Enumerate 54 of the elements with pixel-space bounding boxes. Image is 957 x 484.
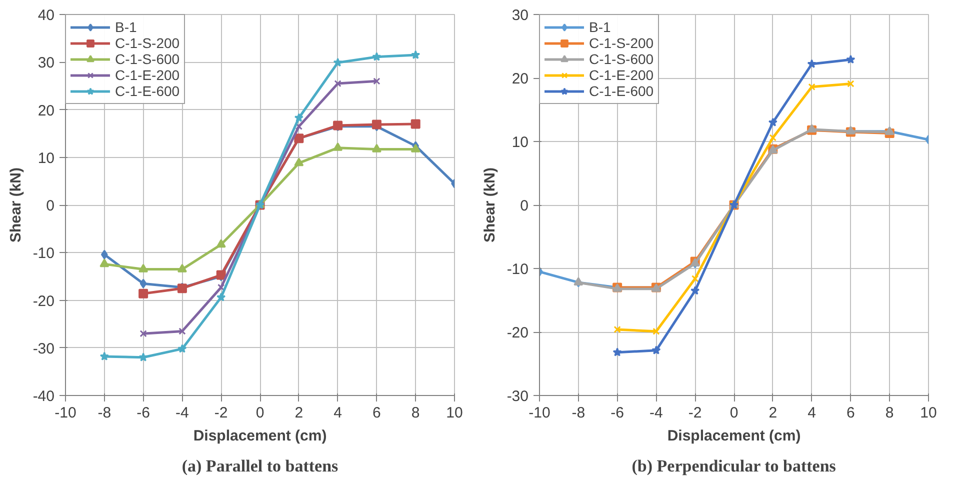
x-tick-label: 4 [334, 404, 342, 422]
legend-label: C-1-S-600 [115, 51, 180, 67]
y-tick-label: 20 [38, 102, 55, 120]
legend-label: C-1-E-600 [115, 83, 180, 99]
x-tick-label: 2 [768, 404, 778, 422]
y-tick-label: -10 [32, 245, 55, 262]
x-tick-label: 0 [730, 404, 738, 422]
y-tick-label: 20 [512, 70, 529, 88]
y-tick-label: 30 [512, 7, 529, 24]
x-tick-label: 6 [846, 404, 855, 422]
x-tick-label: 10 [446, 404, 463, 422]
y-tick-label: 30 [38, 54, 55, 72]
x-axis-title: Displacement (cm) [667, 428, 801, 444]
x-tick-label: -8 [98, 404, 112, 422]
x-tick-label: 10 [920, 404, 937, 422]
x-tick-label: -2 [688, 404, 702, 422]
x-tick-label: -8 [572, 404, 586, 422]
y-tick-label: 10 [512, 134, 529, 151]
legend-label: C-1-S-200 [115, 35, 180, 51]
y-tick-label: 0 [46, 198, 54, 214]
x-axis-title: Displacement (cm) [193, 428, 327, 444]
y-tick-label: 0 [520, 198, 528, 214]
x-tick-label: -6 [136, 404, 150, 422]
x-tick-label: 0 [256, 404, 264, 422]
x-tick-label: -10 [528, 404, 550, 422]
x-tick-label: 4 [808, 404, 816, 422]
legend-label: C-1-E-600 [589, 83, 654, 99]
x-tick-label: -4 [176, 404, 189, 422]
x-tick-label: 8 [885, 404, 894, 422]
x-tick-label: -6 [610, 404, 624, 422]
y-tick-label: -20 [506, 324, 529, 342]
x-tick-label: 2 [294, 404, 304, 422]
legend-label: C-1-S-200 [589, 35, 654, 51]
y-tick-label: 10 [38, 150, 55, 167]
y-tick-label: -30 [506, 388, 529, 405]
y-tick-label: -40 [32, 388, 55, 405]
y-tick-label: -20 [32, 292, 55, 310]
legend-label: C-1-E-200 [589, 67, 654, 83]
x-tick-label: -10 [54, 404, 76, 422]
text: (a) Parallel to battens [182, 456, 339, 476]
text: (b) Perpendicular to battens [632, 456, 836, 476]
x-tick-label: -2 [214, 404, 228, 422]
y-tick-label: 40 [38, 7, 55, 24]
legend-label: C-1-E-200 [115, 67, 180, 83]
x-tick-label: 8 [411, 404, 420, 422]
y-tick-label: -30 [32, 340, 55, 358]
legend-label: C-1-S-600 [589, 51, 654, 67]
y-axis-title: Shear (kN) [8, 167, 24, 243]
legend-label: B-1 [115, 19, 137, 35]
y-axis-title: Shear (kN) [482, 167, 498, 243]
legend-label: B-1 [589, 19, 611, 35]
x-tick-label: 6 [372, 404, 381, 422]
y-tick-label: -10 [506, 261, 529, 278]
x-tick-label: -4 [650, 404, 663, 422]
